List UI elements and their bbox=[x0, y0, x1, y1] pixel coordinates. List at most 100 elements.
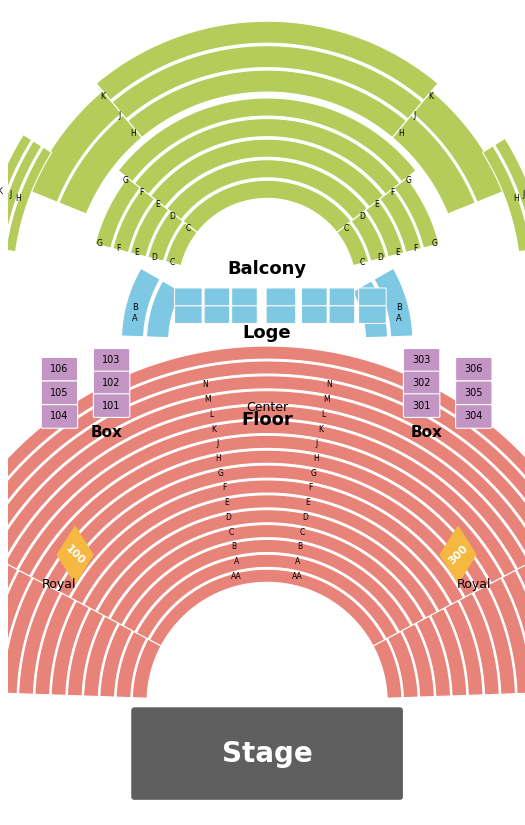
Text: D: D bbox=[169, 212, 175, 221]
FancyBboxPatch shape bbox=[232, 288, 257, 306]
Text: K: K bbox=[211, 425, 216, 433]
Text: 100: 100 bbox=[64, 543, 87, 567]
Polygon shape bbox=[0, 563, 18, 692]
Text: 306: 306 bbox=[465, 364, 483, 375]
Polygon shape bbox=[0, 570, 32, 693]
Text: Box: Box bbox=[411, 425, 443, 441]
Text: C: C bbox=[185, 224, 191, 233]
Text: Stage: Stage bbox=[222, 739, 312, 767]
Polygon shape bbox=[30, 91, 122, 202]
Text: 302: 302 bbox=[413, 378, 431, 388]
FancyBboxPatch shape bbox=[93, 371, 130, 395]
Polygon shape bbox=[19, 586, 61, 694]
Text: G: G bbox=[218, 469, 224, 478]
Text: H: H bbox=[513, 194, 519, 203]
Text: B: B bbox=[132, 303, 138, 312]
FancyBboxPatch shape bbox=[204, 288, 230, 306]
Text: K: K bbox=[318, 425, 323, 433]
Polygon shape bbox=[387, 631, 418, 698]
Text: 101: 101 bbox=[102, 401, 121, 411]
FancyBboxPatch shape bbox=[204, 306, 230, 323]
Text: K: K bbox=[0, 187, 3, 196]
Text: 305: 305 bbox=[465, 388, 483, 398]
Text: M: M bbox=[323, 395, 330, 404]
Polygon shape bbox=[146, 280, 182, 337]
Polygon shape bbox=[0, 376, 525, 555]
Polygon shape bbox=[352, 280, 387, 337]
Text: 301: 301 bbox=[413, 401, 431, 411]
Text: D: D bbox=[377, 253, 383, 262]
Text: A: A bbox=[234, 557, 239, 566]
Text: E: E bbox=[134, 248, 139, 257]
Text: H: H bbox=[398, 129, 404, 138]
Polygon shape bbox=[365, 200, 404, 257]
FancyBboxPatch shape bbox=[329, 288, 355, 306]
Text: G: G bbox=[406, 176, 412, 185]
Polygon shape bbox=[83, 616, 118, 696]
Polygon shape bbox=[394, 178, 439, 248]
FancyBboxPatch shape bbox=[93, 394, 130, 417]
Text: 105: 105 bbox=[50, 388, 69, 398]
Polygon shape bbox=[0, 141, 41, 250]
Polygon shape bbox=[0, 391, 525, 562]
Polygon shape bbox=[183, 181, 351, 233]
Polygon shape bbox=[488, 578, 525, 694]
FancyBboxPatch shape bbox=[403, 394, 440, 417]
FancyBboxPatch shape bbox=[359, 306, 386, 323]
Polygon shape bbox=[0, 555, 3, 692]
Text: 103: 103 bbox=[102, 356, 121, 365]
Text: L: L bbox=[209, 410, 213, 419]
FancyBboxPatch shape bbox=[456, 381, 492, 404]
FancyBboxPatch shape bbox=[456, 404, 492, 428]
Polygon shape bbox=[35, 593, 75, 695]
Polygon shape bbox=[517, 563, 525, 692]
Text: 304: 304 bbox=[465, 412, 483, 422]
Text: E: E bbox=[155, 200, 160, 209]
Polygon shape bbox=[148, 211, 183, 262]
Text: N: N bbox=[326, 380, 332, 389]
Polygon shape bbox=[18, 421, 516, 576]
FancyBboxPatch shape bbox=[403, 348, 440, 372]
Polygon shape bbox=[121, 268, 160, 337]
FancyBboxPatch shape bbox=[41, 404, 78, 428]
Polygon shape bbox=[0, 346, 525, 541]
Text: 303: 303 bbox=[413, 356, 431, 365]
Polygon shape bbox=[392, 115, 475, 214]
Text: H: H bbox=[313, 454, 319, 463]
Polygon shape bbox=[134, 119, 400, 195]
Polygon shape bbox=[495, 139, 525, 250]
Text: J: J bbox=[522, 191, 525, 200]
Polygon shape bbox=[51, 601, 89, 695]
Text: E: E bbox=[374, 200, 379, 209]
Polygon shape bbox=[474, 586, 516, 694]
Text: A: A bbox=[295, 557, 300, 566]
Text: G: G bbox=[123, 176, 129, 185]
Text: Floor: Floor bbox=[241, 411, 293, 429]
Text: F: F bbox=[308, 483, 312, 493]
Text: H: H bbox=[130, 129, 136, 138]
Text: Royal: Royal bbox=[42, 578, 77, 591]
Polygon shape bbox=[502, 570, 525, 693]
Text: E: E bbox=[305, 498, 310, 507]
Polygon shape bbox=[439, 526, 477, 584]
Text: A: A bbox=[132, 314, 138, 323]
Polygon shape bbox=[113, 189, 154, 252]
Text: G: G bbox=[310, 469, 317, 478]
Polygon shape bbox=[3, 578, 46, 694]
Text: C: C bbox=[300, 528, 306, 537]
Text: B: B bbox=[232, 542, 237, 551]
Polygon shape bbox=[459, 593, 499, 695]
Text: J: J bbox=[316, 439, 318, 448]
Polygon shape bbox=[97, 510, 437, 618]
FancyBboxPatch shape bbox=[456, 357, 492, 381]
Polygon shape bbox=[413, 91, 505, 202]
Text: F: F bbox=[414, 243, 418, 252]
Polygon shape bbox=[402, 624, 434, 697]
Text: N: N bbox=[203, 380, 208, 389]
Text: C: C bbox=[343, 224, 349, 233]
Polygon shape bbox=[5, 406, 525, 569]
Text: 104: 104 bbox=[50, 412, 69, 422]
Polygon shape bbox=[59, 115, 142, 214]
Text: J: J bbox=[413, 111, 416, 120]
Text: A: A bbox=[396, 314, 402, 323]
